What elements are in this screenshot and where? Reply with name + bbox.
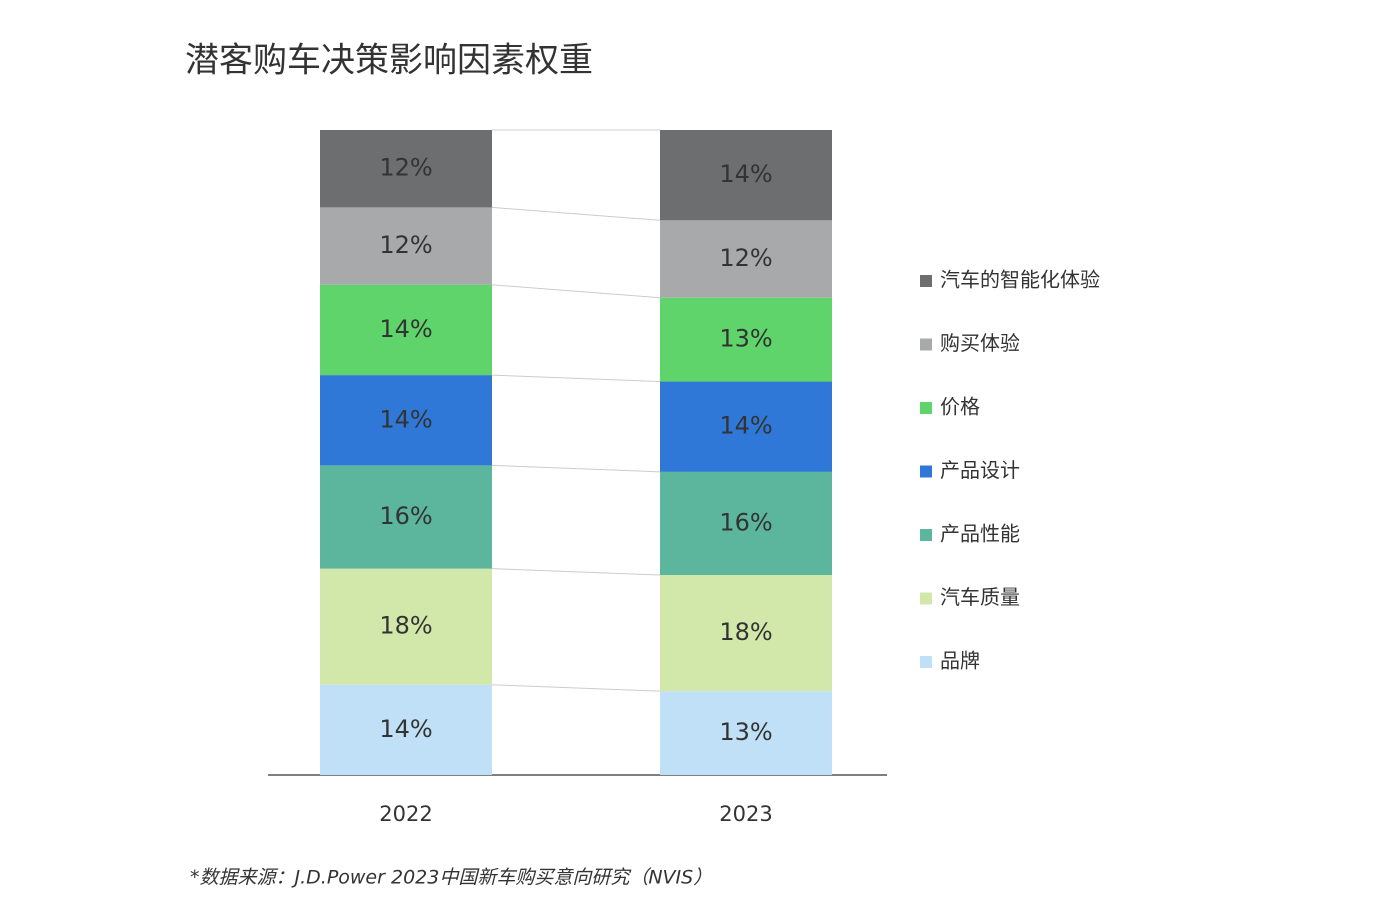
bar-segment: [660, 575, 832, 692]
legend-swatch: [920, 592, 932, 605]
x-tick-label: 2023: [719, 802, 772, 826]
chart-title: 潜客购车决策影响因素权重: [185, 41, 593, 81]
legend-swatch: [920, 275, 932, 287]
bar-segment: [320, 568, 492, 685]
bar-segment: [660, 297, 832, 382]
bar-segment: [660, 471, 832, 576]
legend-label: 品牌: [940, 649, 980, 673]
legend-swatch: [920, 529, 932, 541]
connector: [491, 684, 661, 692]
value-label: 13%: [719, 718, 772, 746]
bar-segment: [320, 284, 492, 376]
bar-segment: [320, 465, 492, 569]
legend-swatch: [920, 465, 932, 478]
value-label: 13%: [719, 325, 772, 353]
value-label: 14%: [379, 405, 432, 433]
value-label: 18%: [719, 618, 772, 646]
value-label: 16%: [719, 508, 772, 536]
legend-label: 产品设计: [940, 458, 1020, 482]
connector: [491, 284, 661, 299]
legend-swatch: [920, 338, 932, 351]
legend-label: 购买体验: [940, 331, 1020, 355]
bar-segment: [320, 130, 492, 208]
value-label: 14%: [379, 315, 432, 343]
bar-segment: [320, 375, 492, 466]
value-label: 14%: [719, 412, 772, 440]
legend-label: 汽车的智能化体验: [940, 268, 1100, 292]
value-label: 12%: [719, 244, 772, 272]
bar-segment: [660, 130, 832, 221]
value-label: 14%: [719, 160, 772, 188]
legend-label: 产品性能: [940, 522, 1020, 546]
value-label: 16%: [379, 502, 432, 530]
bar-segment: [320, 207, 492, 285]
bar-segment: [660, 691, 832, 775]
bar-segment: [660, 381, 832, 472]
x-tick-label: 2022: [379, 802, 432, 826]
connector: [491, 464, 661, 473]
legend-swatch: [920, 402, 932, 414]
legend-swatch: [920, 656, 932, 668]
connector: [491, 568, 661, 576]
connector: [491, 374, 661, 383]
bar-segment: [320, 684, 492, 775]
value-label: 14%: [379, 715, 432, 743]
value-label: 12%: [379, 231, 432, 259]
legend-label: 价格: [940, 395, 980, 419]
value-label: 18%: [379, 612, 432, 640]
source-note: *数据来源：J.D.Power 2023中国新车购买意向研究（NVIS）: [190, 867, 712, 889]
bar-segment: [660, 220, 832, 298]
legend-label: 汽车质量: [940, 585, 1020, 609]
value-label: 12%: [379, 154, 432, 182]
connector: [491, 206, 661, 221]
